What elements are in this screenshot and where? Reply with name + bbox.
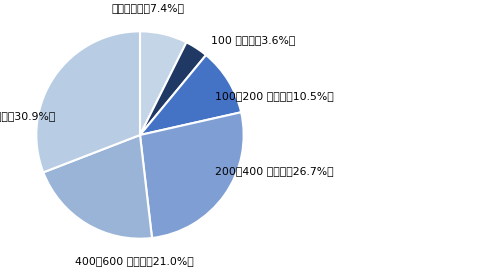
Text: ベッドなし（7.4%）: ベッドなし（7.4%） bbox=[112, 4, 185, 14]
Wedge shape bbox=[36, 31, 140, 172]
Text: 200～400 床未満（26.7%）: 200～400 床未満（26.7%） bbox=[214, 166, 334, 176]
Text: 100～200 床未満（10.5%）: 100～200 床未満（10.5%） bbox=[214, 91, 334, 101]
Wedge shape bbox=[140, 112, 244, 238]
Text: 600 床以上（30.9%）: 600 床以上（30.9%） bbox=[0, 111, 55, 121]
Wedge shape bbox=[140, 55, 241, 135]
Text: 100 床未満（3.6%）: 100 床未満（3.6%） bbox=[210, 35, 295, 45]
Wedge shape bbox=[140, 31, 186, 135]
Text: 400～600 床未満（21.0%）: 400～600 床未満（21.0%） bbox=[76, 256, 194, 266]
Wedge shape bbox=[44, 135, 152, 239]
Wedge shape bbox=[140, 42, 206, 135]
